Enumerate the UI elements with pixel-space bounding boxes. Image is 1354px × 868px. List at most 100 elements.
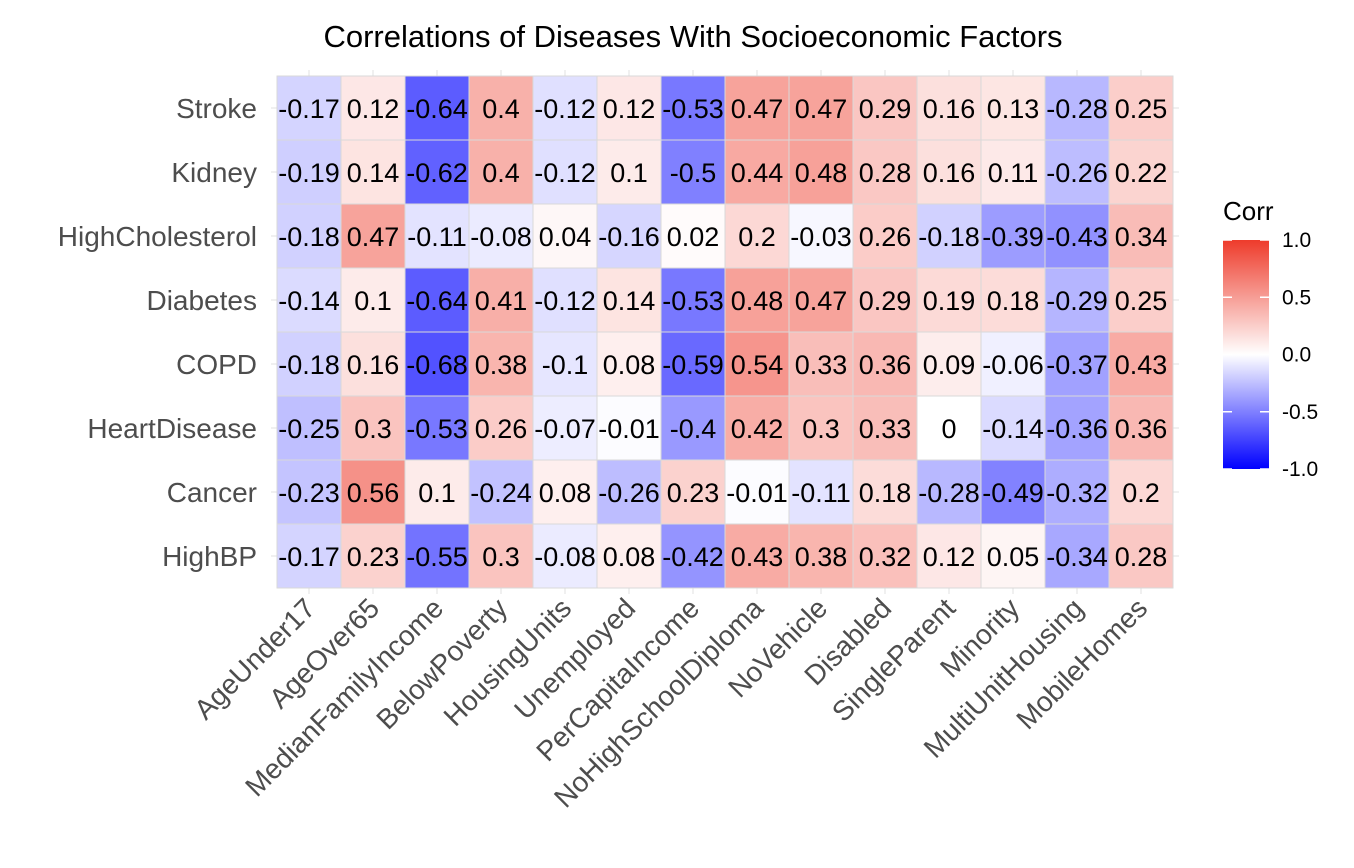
y-tick-label: HeartDisease: [87, 413, 257, 444]
cell-value-label: 0.47: [731, 94, 784, 124]
cell-value-label: -0.28: [918, 478, 980, 508]
heatmap-cell: [276, 523, 342, 589]
cell-value-label: -0.59: [662, 350, 724, 380]
cell-value-label: -0.01: [598, 414, 660, 444]
heatmap-cell: [1108, 459, 1174, 525]
cell-value-label: 0.42: [731, 414, 784, 444]
heatmap-cell: [980, 523, 1046, 589]
y-tick-label: HighCholesterol: [58, 221, 257, 252]
cell-value-label: 0.25: [1115, 286, 1168, 316]
cell-value-label: 0.29: [859, 94, 912, 124]
cell-value-label: -0.24: [470, 478, 532, 508]
cell-value-label: 0.3: [482, 542, 520, 572]
cell-value-label: -0.4: [670, 414, 717, 444]
legend-tick-label: 0.0: [1282, 344, 1311, 367]
heatmap-cell: [724, 331, 790, 397]
heatmap-cell: [724, 523, 790, 589]
cell-value-label: 0.16: [347, 350, 400, 380]
heatmap-cell: [340, 139, 406, 205]
cell-value-label: -0.55: [406, 542, 468, 572]
cell-value-label: -0.53: [662, 94, 724, 124]
heatmap-cell: [532, 395, 598, 461]
heatmap-cell: [276, 331, 342, 397]
heatmap-cell: [532, 267, 598, 333]
heatmap-cell: [404, 523, 470, 589]
cell-value-label: -0.32: [1046, 478, 1108, 508]
cell-value-label: -0.17: [278, 542, 340, 572]
cell-value-label: 0.38: [475, 350, 528, 380]
heatmap-cell: [660, 203, 726, 269]
cell-value-label: 0.11: [988, 158, 1039, 188]
heatmap-cell: [1044, 523, 1110, 589]
cell-value-label: 0.22: [1115, 158, 1168, 188]
cell-value-label: 0.32: [859, 542, 912, 572]
heatmap-cell: [596, 523, 662, 589]
heatmap-cell: [980, 331, 1046, 397]
y-tick-label: COPD: [176, 349, 257, 380]
heatmap-cell: [596, 75, 662, 141]
heatmap-cell: [916, 523, 982, 589]
heatmap-cell: [916, 267, 982, 333]
cell-value-label: 0.02: [667, 222, 720, 252]
cell-value-label: -0.12: [534, 286, 596, 316]
cell-value-label: 0.2: [738, 222, 776, 252]
cell-value-label: -0.01: [726, 478, 788, 508]
heatmap-cell: [404, 75, 470, 141]
heatmap-cell: [660, 523, 726, 589]
heatmap-cell: [1044, 75, 1110, 141]
cell-value-label: 0.23: [667, 478, 720, 508]
cell-value-label: 0.1: [610, 158, 648, 188]
heatmap-cell: [532, 75, 598, 141]
heatmap-cell: [1044, 459, 1110, 525]
heatmap-cell: [980, 395, 1046, 461]
cell-value-label: 0.44: [731, 158, 784, 188]
heatmap-cell: [468, 75, 534, 141]
cell-value-label: 0.47: [795, 94, 848, 124]
cell-value-label: 0.12: [923, 542, 976, 572]
heatmap-cell: [596, 395, 662, 461]
cell-value-label: -0.37: [1046, 350, 1108, 380]
cell-value-label: -0.49: [982, 478, 1044, 508]
heatmap-cell: [340, 331, 406, 397]
cell-value-label: 0.04: [539, 222, 592, 252]
heatmap-cell: [1108, 75, 1174, 141]
heatmap-cell: [596, 267, 662, 333]
cell-value-label: 0.23: [347, 542, 400, 572]
heatmap-cell: [852, 523, 918, 589]
heatmap-cell: [788, 395, 854, 461]
cell-value-label: -0.17: [278, 94, 340, 124]
x-axis-ticks: AgeUnder17AgeOver65MedianFamilyIncomeBel…: [188, 592, 1153, 813]
cell-value-label: 0.3: [354, 414, 392, 444]
cell-value-label: -0.06: [982, 350, 1044, 380]
heatmap-cell: [596, 459, 662, 525]
cell-value-label: -0.14: [982, 414, 1044, 444]
cell-value-label: -0.68: [406, 350, 468, 380]
heatmap-cell: [916, 459, 982, 525]
heatmap-cell: [276, 459, 342, 525]
cell-value-label: -0.43: [1046, 222, 1108, 252]
y-tick-label: Diabetes: [146, 285, 257, 316]
heatmap-cell: [916, 139, 982, 205]
heatmap-cell: [1044, 139, 1110, 205]
cell-value-label: 0.48: [731, 286, 784, 316]
cell-value-label: 0.38: [795, 542, 848, 572]
cell-value-label: 0.18: [987, 286, 1040, 316]
heatmap-cell: [852, 395, 918, 461]
cell-value-label: -0.07: [534, 414, 596, 444]
cell-value-label: 0.43: [731, 542, 784, 572]
heatmap-cell: [404, 203, 470, 269]
heatmap-cell: [468, 459, 534, 525]
cell-value-label: -0.08: [470, 222, 532, 252]
cell-value-label: 0.08: [603, 542, 656, 572]
heatmap-cell: [724, 75, 790, 141]
heatmap-cell: [724, 395, 790, 461]
heatmap-cell: [852, 139, 918, 205]
cell-value-label: 0.08: [603, 350, 656, 380]
y-axis-ticks: Stroke Kidney HighCholesterol Diabetes COPD H…: [58, 93, 257, 572]
cell-value-label: 0.25: [1115, 94, 1168, 124]
cell-value-label: 0.34: [1115, 222, 1168, 252]
cell-value-label: 0.28: [1115, 542, 1168, 572]
heatmap-cell: [1044, 267, 1110, 333]
cell-value-label: 0.41: [475, 286, 528, 316]
cell-value-label: -0.34: [1046, 542, 1108, 572]
